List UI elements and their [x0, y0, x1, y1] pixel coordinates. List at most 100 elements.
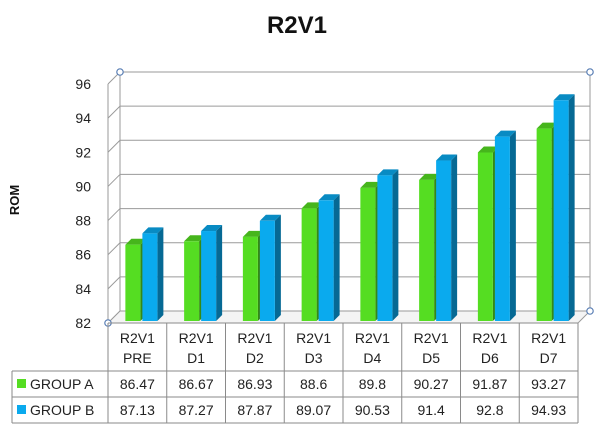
bar-top [125, 238, 147, 245]
bar-side [392, 169, 399, 321]
data-label: 90.27 [414, 376, 449, 392]
bar-top [536, 122, 558, 129]
bar-top [377, 169, 399, 176]
data-label: 90.53 [355, 402, 390, 418]
data-label: 89.07 [296, 402, 331, 418]
data-label: 92.8 [476, 402, 503, 418]
bar-front [318, 200, 334, 321]
bar-side [568, 94, 575, 322]
bars [125, 94, 575, 322]
bar-front [436, 160, 452, 321]
gridline-side [107, 105, 121, 119]
data-label: 86.47 [120, 376, 155, 392]
x-tick-label: D4 [363, 350, 381, 366]
x-tick-label: R2V1 [237, 330, 272, 346]
handle [116, 68, 124, 76]
y-tick-label: 88 [75, 213, 91, 229]
bar-front [477, 152, 493, 321]
x-tick-label: D2 [246, 350, 264, 366]
bar-group-b [201, 225, 223, 321]
data-label: 87.87 [237, 402, 272, 418]
y-axis-label: ROM [7, 185, 22, 215]
bar-group-b [377, 169, 399, 321]
legend-swatch [17, 405, 26, 414]
bar-front [259, 220, 275, 321]
x-tick-label: R2V1 [179, 330, 214, 346]
legend-label: GROUP A [30, 376, 94, 392]
y-tick-label: 94 [75, 110, 91, 126]
legend-label: GROUP B [30, 402, 94, 418]
x-tick-label: D7 [540, 350, 558, 366]
y-tick-label: 92 [75, 144, 91, 160]
bar-top [301, 202, 323, 209]
gridline-side [107, 139, 121, 153]
bar-side [157, 227, 164, 321]
bar-side [216, 225, 223, 321]
bar-top [242, 230, 264, 237]
bar-front [494, 136, 510, 321]
bar-front [142, 233, 158, 321]
chart-title: R2V1 [267, 12, 327, 39]
bar-side [509, 130, 516, 321]
gridline-side [107, 276, 121, 290]
gridline-side [107, 174, 121, 187]
x-tick-label: D5 [422, 350, 440, 366]
bar-top [360, 181, 382, 188]
gridline-side [107, 242, 121, 256]
x-tick-label: PRE [123, 350, 152, 366]
bar-front [301, 208, 317, 321]
bar-front [184, 241, 200, 321]
data-label: 89.8 [359, 376, 386, 392]
data-label: 91.4 [418, 402, 445, 418]
bar-top [259, 214, 281, 221]
handle [586, 307, 594, 315]
bar-group-b [318, 194, 340, 321]
data-label: 91.87 [472, 376, 507, 392]
bar-side [333, 194, 340, 321]
data-label: 87.27 [179, 402, 214, 418]
bar-side [274, 214, 281, 321]
bar-front [377, 175, 393, 321]
data-label: 86.93 [237, 376, 272, 392]
data-label: 86.67 [179, 376, 214, 392]
floor [106, 310, 592, 324]
bar-front [242, 236, 258, 321]
data-label: 94.93 [531, 402, 566, 418]
handle [586, 68, 594, 76]
bar-front [360, 187, 376, 321]
bar-group-b [259, 214, 281, 321]
bar-front [125, 244, 141, 321]
y-tick-label: 96 [75, 76, 91, 92]
y-tick-label: 84 [75, 281, 91, 297]
bar-top [142, 227, 164, 234]
data-label: 87.13 [120, 402, 155, 418]
gridline-side [107, 208, 121, 221]
y-tick-label: 82 [75, 315, 91, 331]
x-tick-label: R2V1 [120, 330, 155, 346]
bar-front [553, 100, 569, 322]
y-tick-label: 90 [75, 178, 91, 194]
bar-group-b [436, 154, 458, 321]
bar-top [553, 94, 575, 101]
data-label: 88.6 [300, 376, 327, 392]
bar-front [201, 231, 217, 321]
x-tick-label: D3 [305, 350, 323, 366]
bar-top [419, 173, 441, 180]
y-tick-label: 86 [75, 247, 91, 263]
x-tick-label: R2V1 [472, 330, 507, 346]
bar-top [494, 130, 516, 137]
data-table: R2V1 PRE R2V1 D1 R2V1 D2 R2V1 D3 R2V1 D4 R2V1 D5 R2V… [11, 322, 579, 424]
bar-top [436, 154, 458, 161]
bar-top [477, 146, 499, 153]
x-tick-label: R2V1 [414, 330, 449, 346]
y-tick-labels: 82 84 86 88 90 92 94 96 [75, 76, 91, 331]
x-tick-label: R2V1 [355, 330, 390, 346]
bar-group-b [553, 94, 575, 322]
bar-front [536, 128, 552, 321]
x-tick-label: D1 [187, 350, 205, 366]
bar-side [451, 154, 458, 321]
x-tick-label: R2V1 [296, 330, 331, 346]
data-label: 93.27 [531, 376, 566, 392]
bar-top [318, 194, 340, 201]
